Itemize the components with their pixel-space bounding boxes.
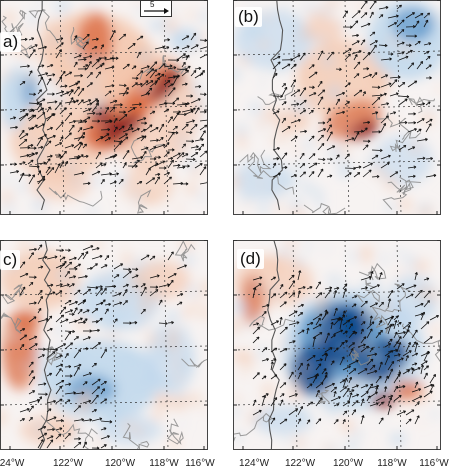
x-axis-tick-label: 24°W bbox=[0, 458, 25, 469]
x-axis-tick-label: 122°W bbox=[52, 458, 84, 469]
x-axis-tick-label: 120°W bbox=[332, 458, 364, 469]
panel-label-b: (b) bbox=[235, 7, 262, 27]
map-field-a bbox=[0, 0, 208, 215]
map-panel-d: (d) bbox=[233, 240, 441, 450]
panel-label-a: a) bbox=[0, 32, 22, 52]
x-axis-tick-label: 116°W bbox=[419, 458, 449, 469]
x-axis-tick-label: 122°W bbox=[284, 458, 316, 469]
x-axis-tick-label: 118°W bbox=[377, 458, 407, 469]
panel-label-d: (d) bbox=[237, 249, 264, 269]
x-axis-tick-label: 124°W bbox=[238, 458, 270, 469]
panel-label-c: c) bbox=[0, 250, 21, 270]
reference-vector-label: 5 bbox=[150, 0, 155, 9]
x-axis-tick-label: 120°W bbox=[104, 458, 136, 469]
x-axis-tick-label: 118°W bbox=[149, 458, 179, 469]
map-field-d bbox=[233, 240, 441, 450]
x-axis-tick-label: 116°W bbox=[185, 458, 215, 469]
reference-vector-box bbox=[140, 0, 172, 17]
map-field-c bbox=[0, 240, 208, 450]
map-panel-a: a) 5 bbox=[0, 0, 208, 215]
map-field-b bbox=[233, 0, 441, 215]
map-panel-b: (b) bbox=[233, 0, 441, 215]
map-panel-c: c) bbox=[0, 240, 208, 450]
